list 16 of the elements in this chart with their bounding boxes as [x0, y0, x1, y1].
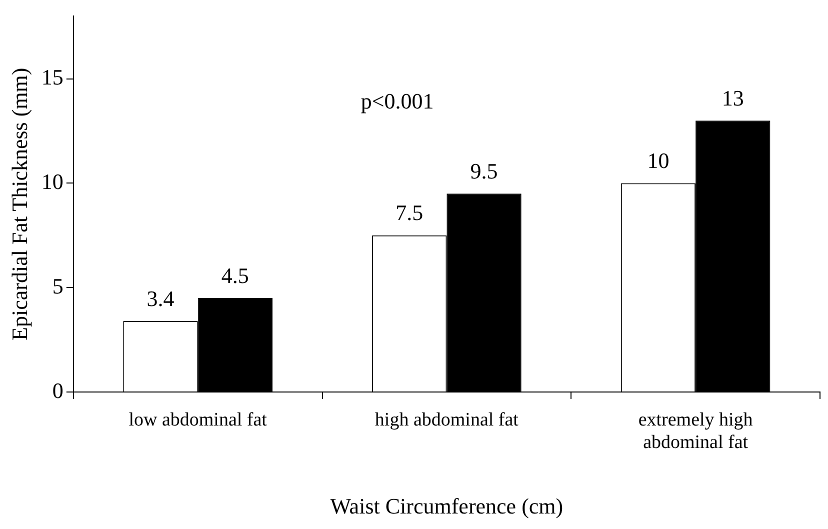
data-label: 3.4: [146, 286, 174, 311]
x-axis-title: Waist Circumference (cm): [330, 494, 564, 519]
y-tick-label: 15: [41, 64, 64, 90]
data-label: 7.5: [396, 200, 424, 226]
y-tick-label: 0: [52, 378, 64, 403]
y-tick-label: 10: [41, 169, 64, 194]
x-tick-label: high abdominal fat: [374, 409, 520, 430]
data-label: 10: [647, 148, 670, 174]
data-label: 4.5: [221, 262, 249, 288]
data-label: 13: [722, 85, 744, 110]
y-axis-title: Epicardial Fat Thickness (mm): [6, 68, 32, 340]
data-label: 9.5: [470, 158, 498, 184]
x-tick-label: extremely high abdominal fat: [638, 409, 754, 454]
x-tick-label: low abdominal fat: [128, 409, 268, 430]
y-tick-label: 5: [52, 273, 64, 298]
annotation: p<0.001: [360, 88, 434, 114]
